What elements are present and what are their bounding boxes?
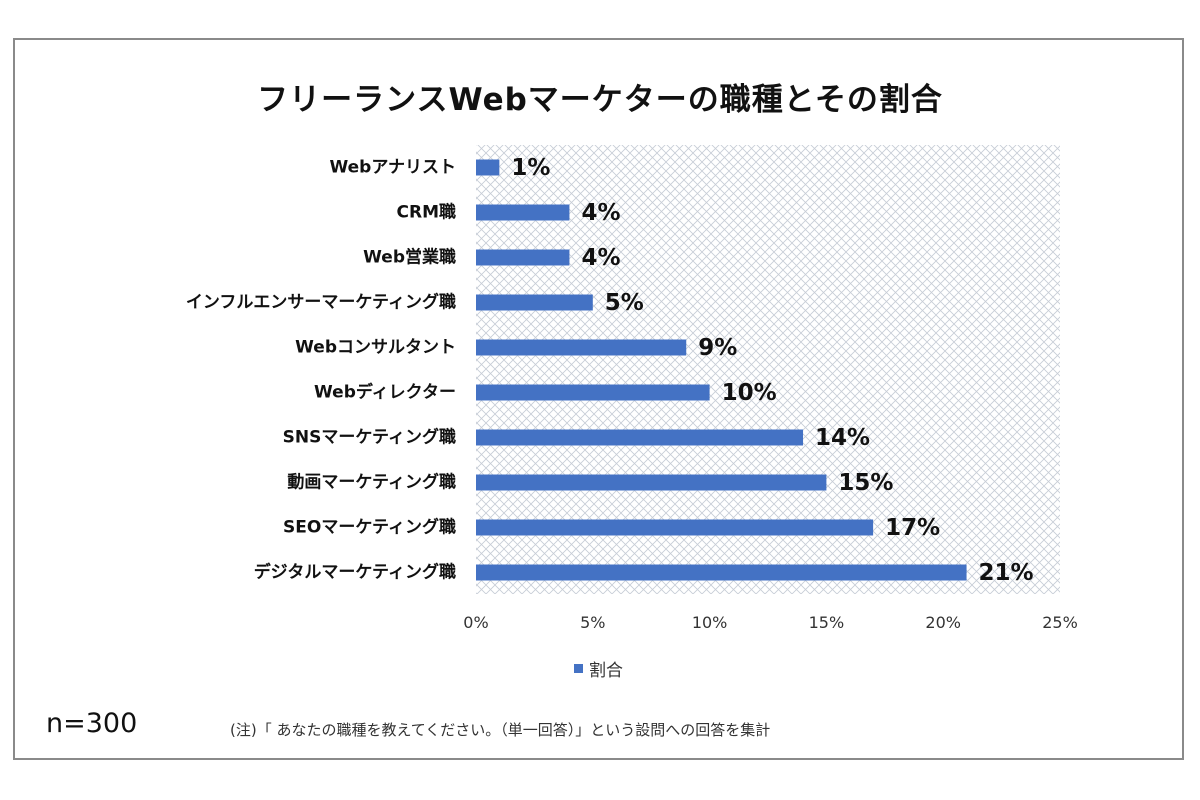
x-tick-label: 20% <box>925 613 961 632</box>
data-labels-group: 1% 4% 4% 5% 9% 10% 14% 15% 17% 21% <box>511 155 1033 586</box>
bar <box>476 384 710 401</box>
x-tick-label: 15% <box>809 613 845 632</box>
legend: 割合 <box>574 656 623 681</box>
bar <box>476 159 500 176</box>
data-label: 5% <box>605 290 644 316</box>
bar <box>476 519 874 536</box>
category-label: SNSマーケティング職 <box>283 427 456 448</box>
data-label: 21% <box>979 560 1034 586</box>
bar <box>476 339 687 356</box>
x-tick-label: 10% <box>692 613 728 632</box>
category-label: デジタルマーケティング職 <box>254 562 456 583</box>
plot-area <box>476 145 1060 594</box>
data-label: 14% <box>815 425 870 451</box>
x-axis-ticks-group: 0% 5% 10% 15% 20% 25% <box>463 613 1077 632</box>
category-label: Webコンサルタント <box>295 338 456 358</box>
data-label: 4% <box>581 245 620 271</box>
legend-swatch <box>574 664 583 673</box>
bars-group <box>476 159 967 581</box>
data-label: 4% <box>581 200 620 226</box>
category-label: Web営業職 <box>363 247 456 268</box>
data-label: 9% <box>698 335 737 361</box>
bar <box>476 564 967 581</box>
category-label: SEOマーケティング職 <box>283 517 456 538</box>
bar <box>476 429 804 446</box>
category-label: インフルエンサーマーケティング職 <box>186 292 456 313</box>
x-tick-label: 0% <box>463 613 488 632</box>
x-tick-label: 25% <box>1042 613 1078 632</box>
bar <box>476 294 593 311</box>
chart-title: フリーランスWebマーケターの職種とその割合 <box>257 82 943 118</box>
bar <box>476 204 570 221</box>
category-label: CRM職 <box>397 202 456 223</box>
data-label: 15% <box>838 470 893 496</box>
x-tick-label: 5% <box>580 613 605 632</box>
bar <box>476 249 570 266</box>
category-label: 動画マーケティング職 <box>287 472 456 493</box>
category-label: Webディレクター <box>314 382 456 403</box>
legend-label: 割合 <box>589 661 623 681</box>
footnote: (注)「 あなたの職種を教えてください。（単一回答）」という設問への回答を集計 <box>230 721 771 739</box>
data-label: 1% <box>511 155 550 181</box>
sample-size: n=300 <box>46 708 138 739</box>
data-label: 10% <box>722 380 777 406</box>
data-label: 17% <box>885 515 940 541</box>
bar <box>476 474 827 491</box>
category-label: Webアナリスト <box>329 158 456 178</box>
